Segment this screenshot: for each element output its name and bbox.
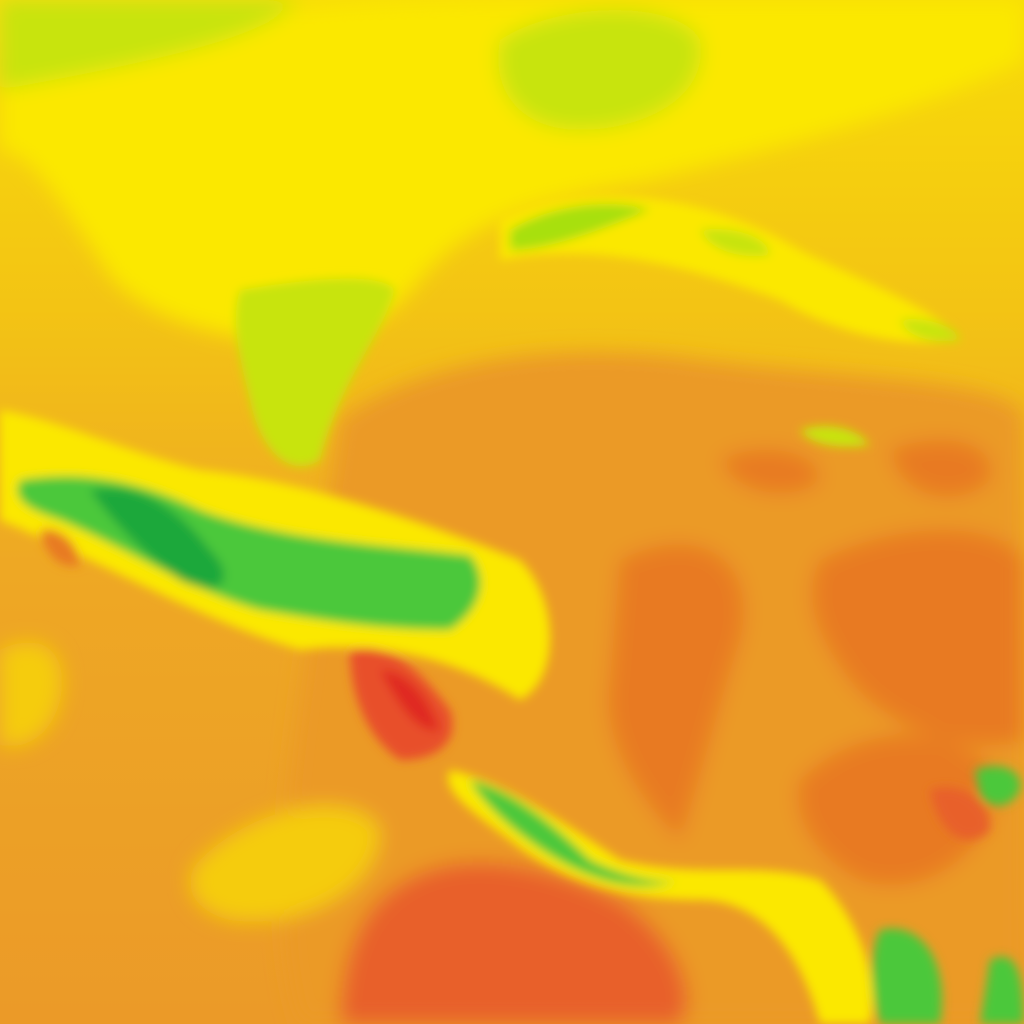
region-green-south-coast (470, 780, 680, 886)
region-green-e-edge2 (980, 956, 1024, 1024)
region-dark-orange-se (798, 735, 1000, 886)
region-green-dark-central (90, 488, 225, 589)
region-green-e-edge (975, 766, 1021, 806)
region-yellow-green-spots (700, 229, 960, 447)
region-dark-orange-e (608, 544, 744, 840)
region-yellow-north (0, 0, 1024, 343)
region-red-se (930, 787, 990, 840)
region-yellow-green-nw (0, 0, 300, 90)
region-red-orange-s (340, 862, 688, 1024)
region-dark-orange-mid (720, 449, 820, 494)
region-red-core (380, 670, 440, 731)
region-red-w (40, 529, 80, 566)
region-green-se (872, 928, 942, 1024)
region-yellow-band-ridge (500, 196, 960, 343)
region-yellow-sw (190, 806, 380, 922)
region-dark-orange-ne (811, 530, 1024, 746)
region-yellow-w (0, 642, 62, 747)
region-green-ridge (510, 204, 650, 250)
region-yellow-green-n (498, 10, 701, 130)
region-green-inland (235, 278, 395, 467)
region-dark-orange-mid2 (890, 440, 992, 497)
